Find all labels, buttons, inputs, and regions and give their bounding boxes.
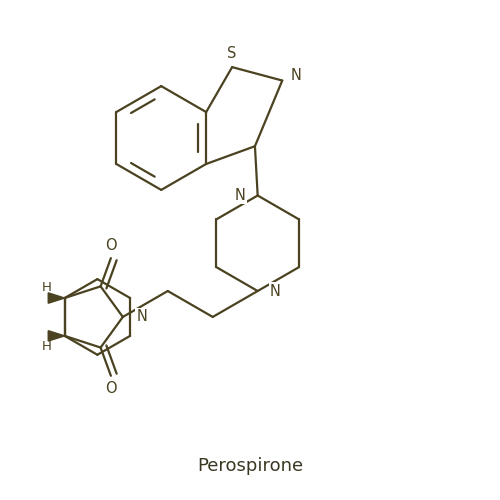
Text: N: N — [290, 68, 302, 82]
Text: O: O — [105, 238, 117, 254]
Text: N: N — [136, 310, 147, 324]
Polygon shape — [48, 330, 64, 341]
Text: Perospirone: Perospirone — [197, 458, 303, 475]
Text: N: N — [234, 188, 246, 203]
Text: H: H — [42, 340, 52, 353]
Text: O: O — [105, 380, 117, 396]
Text: H: H — [42, 280, 52, 293]
Text: S: S — [228, 46, 237, 61]
Text: N: N — [270, 284, 281, 298]
Polygon shape — [48, 293, 64, 303]
